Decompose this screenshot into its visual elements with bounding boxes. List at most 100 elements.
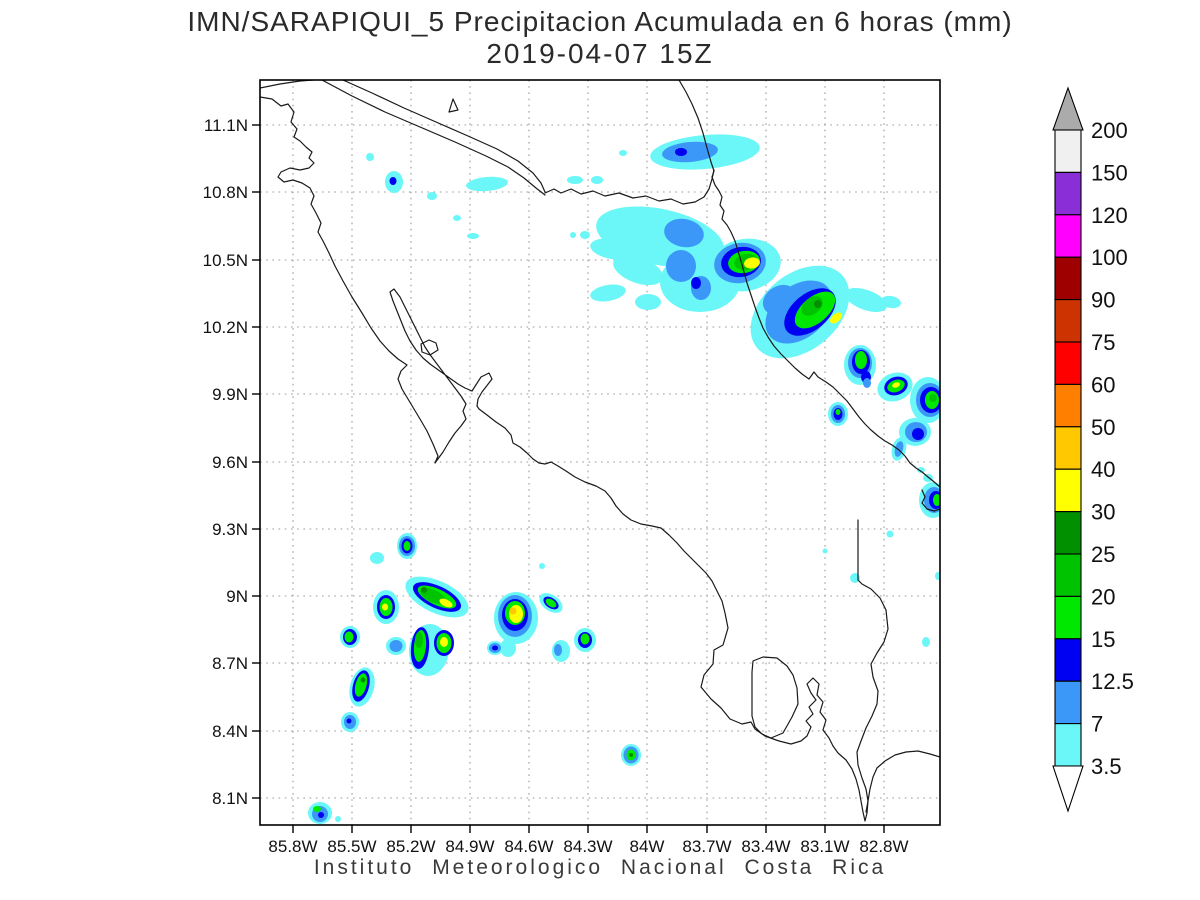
x-axis-tick-label: 83.7W [682,837,731,856]
y-axis-tick-label: 10.5N [203,251,248,270]
precip-blob [744,257,760,269]
colorbar-label: 20 [1091,584,1115,609]
colorbar-segment [1054,426,1082,470]
y-axis-tick-label: 8.7N [212,654,248,673]
coastline-path [420,339,439,356]
axes-layer: 11.1N 10.8N 10.5N 10.2N 9.9N 9.6N 9.3N 9N 8.7N 8.… [203,116,909,856]
precip-blob [389,177,397,185]
precip-blob [344,631,354,643]
precip-blob [545,598,557,608]
precip-blob [762,284,798,316]
precip-blob [539,563,545,569]
y-axis-tick-label: 9.9N [212,385,248,404]
colorbar-label: 75 [1091,330,1115,355]
precip-blob [440,637,448,647]
x-axis-tick-label: 83.1W [800,837,849,856]
precip-blob [580,231,590,239]
y-axis-tick-label: 9N [226,587,248,606]
coastline-layer [260,80,940,822]
precip-blob [635,294,661,310]
precip-blob [580,633,590,645]
y-axis-tick-label: 9.3N [212,520,248,539]
precip-blob [389,640,403,652]
colorbar-label: 25 [1091,542,1115,567]
x-axis-tick-label: 85.5W [327,837,376,856]
precip-blob [917,467,925,473]
colorbar-segment [1054,129,1082,173]
precip-blob [500,639,516,657]
precip-blob [509,607,517,615]
colorbar-label: 150 [1091,160,1128,185]
chart-subtitle-date: 2019-04-07 15Z [486,38,714,69]
y-axis-tick-label: 10.2N [203,318,248,337]
precip-blob [662,141,718,163]
precip-blob [567,176,583,184]
colorbar-label: 40 [1091,457,1115,482]
precip-blob [814,300,822,308]
x-axis-tick-label: 84.6W [504,837,553,856]
precip-blob [613,254,663,286]
precip-blob [664,218,704,248]
precip-blob [619,150,627,156]
colorbar-label: 60 [1091,372,1115,397]
y-axis-tick-label: 9.6N [212,453,248,472]
precip-blob [453,215,461,221]
precip-blob [830,312,842,324]
precip-blob [590,238,634,260]
x-axis-tick-label: 85.8W [268,837,317,856]
colorbar-label: 90 [1091,288,1115,313]
precip-blob [554,644,562,656]
x-axis-tick-label: 83.4W [741,837,790,856]
precip-blob [912,428,924,440]
coastline-path [856,519,889,813]
colorbar-bottom-arrow [1052,765,1084,813]
precip-blob [591,176,603,184]
precip-blob [933,494,940,506]
precip-blob [346,718,352,724]
coastline-path [260,96,940,822]
precip-blob [370,552,384,564]
precip-blob [360,677,366,683]
x-axis-tick-label: 82.8W [859,837,908,856]
precip-blob [466,176,508,192]
precip-blob [863,378,871,388]
x-axis-tick-label: 85.2W [386,837,435,856]
precip-blob [922,637,930,647]
colorbar-label: 50 [1091,415,1115,440]
chart-title: IMN/SARAPIQUI_5 Precipitacion Acumulada … [187,6,1013,37]
precip-blob [492,645,498,651]
colorbar-segment [1054,511,1082,555]
precip-blob [923,474,933,482]
colorbar-segment [1054,256,1082,301]
y-axis-tick-label: 8.1N [212,789,248,808]
colorbar-label: 12.5 [1091,669,1134,694]
graticule-grid [260,80,940,825]
precip-blob [382,603,388,611]
colorbar-label: 120 [1091,203,1128,228]
precip-blob [691,277,701,289]
colorbar-segment [1054,171,1082,216]
precip-blob [570,232,576,238]
colorbar-segment [1054,383,1082,428]
y-axis-tick-label: 8.4N [212,722,248,741]
colorbar-segment [1054,723,1082,767]
precip-blob [855,351,867,369]
colorbar: 200 150 120 100 90 75 60 50 40 30 25 20 15 12.5 7 3.5 [1052,86,1134,813]
colorbar-segment [1054,553,1082,597]
precip-blob [886,530,894,538]
coastline-path [321,80,546,196]
precip-blob [421,587,427,593]
precip-blob [590,284,626,302]
precip-blob [509,605,523,623]
map-frame [259,79,941,826]
colorbar-label: 30 [1091,500,1115,525]
coastline-path [921,489,940,512]
precip-shaded-field [308,134,940,824]
colorbar-segment [1054,299,1082,343]
colorbar-label: 15 [1091,627,1115,652]
coastline-path [448,98,459,113]
x-axis-tick-label: 84.3W [563,837,612,856]
colorbar-segment [1054,595,1082,640]
precip-blob [313,806,321,812]
